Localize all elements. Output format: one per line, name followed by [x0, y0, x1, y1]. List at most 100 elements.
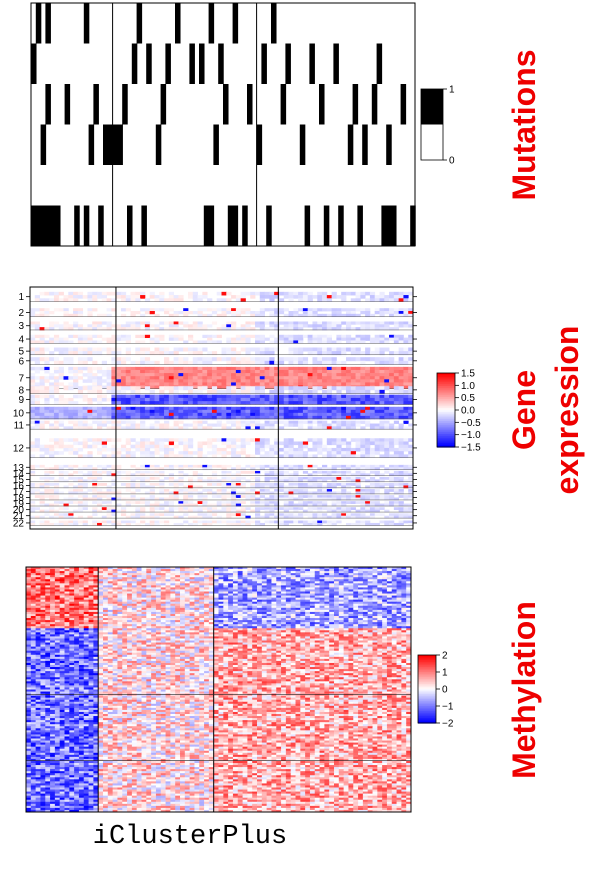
expression-cell	[58, 520, 64, 524]
expression-cell	[302, 412, 309, 417]
expression-cell	[130, 291, 136, 296]
mutation-cell	[338, 205, 344, 246]
expression-cell	[235, 360, 242, 365]
expression-cell	[140, 509, 146, 513]
expression-cell	[341, 298, 347, 302]
expression-cell	[355, 479, 361, 483]
expression-cell	[240, 310, 246, 315]
expression-cell	[255, 497, 261, 501]
expression-cell	[159, 454, 165, 459]
expression-cell	[111, 382, 117, 386]
expression-cell	[259, 340, 265, 344]
expression-cell	[211, 409, 218, 414]
expression-cell	[58, 397, 64, 402]
expression-cell	[183, 495, 189, 498]
expression-cell	[274, 409, 280, 414]
expression-cell	[226, 357, 232, 362]
expression-cell	[34, 313, 40, 318]
expression-cell	[283, 412, 289, 417]
expression-cell	[178, 412, 184, 417]
expression-cell	[326, 308, 333, 312]
expression-cell	[231, 406, 237, 411]
expression-cell	[73, 401, 79, 405]
expression-cell	[73, 376, 79, 380]
expression-cell	[345, 382, 352, 386]
expression-cell	[326, 470, 333, 474]
expression-cell	[283, 334, 289, 339]
expression-cell	[168, 313, 175, 318]
expression-cell	[34, 360, 40, 365]
expression-cell	[120, 295, 127, 299]
expression-cell	[164, 426, 170, 430]
expression-cell	[283, 394, 289, 399]
expression-cell	[374, 401, 380, 405]
expression-cell	[398, 513, 404, 517]
expression-cell	[269, 420, 275, 424]
expression-cell	[221, 476, 227, 480]
expression-cell	[240, 415, 246, 420]
expression-cell	[312, 376, 318, 380]
expression-cell	[326, 386, 333, 391]
expression-cell	[111, 298, 117, 302]
expression-cell	[408, 464, 414, 468]
expression-cell	[183, 409, 189, 414]
expression-cell	[288, 397, 294, 402]
expression-cell	[116, 369, 122, 374]
expression-cell	[183, 489, 189, 492]
expression-cell	[264, 327, 270, 331]
expression-cell	[317, 401, 323, 405]
expression-cell	[369, 397, 376, 402]
expression-cell	[250, 485, 256, 489]
mutation-cell	[371, 84, 378, 125]
expression-cell	[207, 464, 213, 468]
expression-cell	[231, 489, 237, 492]
expression-cell	[197, 464, 203, 468]
expression-cell	[168, 495, 175, 498]
expression-cell	[312, 444, 318, 449]
expression-cell	[87, 454, 93, 459]
expression-cell	[144, 444, 151, 449]
expression-cell	[187, 406, 194, 411]
expression-cell	[101, 501, 107, 504]
mutation-cell	[223, 84, 229, 125]
expression-cell	[207, 406, 213, 411]
expression-cell	[164, 415, 170, 420]
expression-cell	[111, 497, 117, 501]
expression-cell	[288, 495, 294, 498]
expression-cell	[336, 476, 342, 480]
expression-cell	[135, 310, 141, 315]
expression-cell	[77, 454, 84, 459]
expression-cell	[293, 376, 299, 380]
mutation-cell	[93, 84, 99, 125]
expression-cell	[192, 420, 198, 424]
expression-cell	[302, 495, 309, 498]
expression-cell	[331, 464, 337, 468]
expression-cell	[274, 295, 280, 299]
expression-cell	[154, 379, 160, 383]
expression-cell	[269, 509, 275, 513]
expression-cell	[53, 479, 60, 483]
expression-cell	[111, 415, 117, 420]
expression-cell	[34, 351, 40, 356]
expression-cell	[240, 298, 246, 302]
expression-cell	[255, 412, 261, 417]
expression-cell	[82, 420, 88, 424]
expression-cell	[82, 507, 88, 511]
expression-cell	[63, 376, 69, 380]
mutation-cell	[319, 84, 325, 125]
expression-cell	[283, 373, 289, 377]
expression-cell	[149, 483, 155, 486]
expression-cell	[116, 406, 122, 411]
expression-cell	[374, 321, 380, 325]
expression-cell	[97, 369, 103, 374]
expression-cell	[73, 291, 79, 296]
expression-cell	[168, 464, 175, 468]
expression-cell	[97, 441, 103, 446]
expression-cell	[116, 327, 122, 331]
expression-cell	[389, 520, 395, 524]
expression-cell	[44, 483, 50, 486]
expression-cell	[274, 347, 280, 352]
expression-cell	[298, 379, 304, 383]
expression-cell	[135, 373, 141, 377]
expression-cell	[34, 485, 40, 489]
